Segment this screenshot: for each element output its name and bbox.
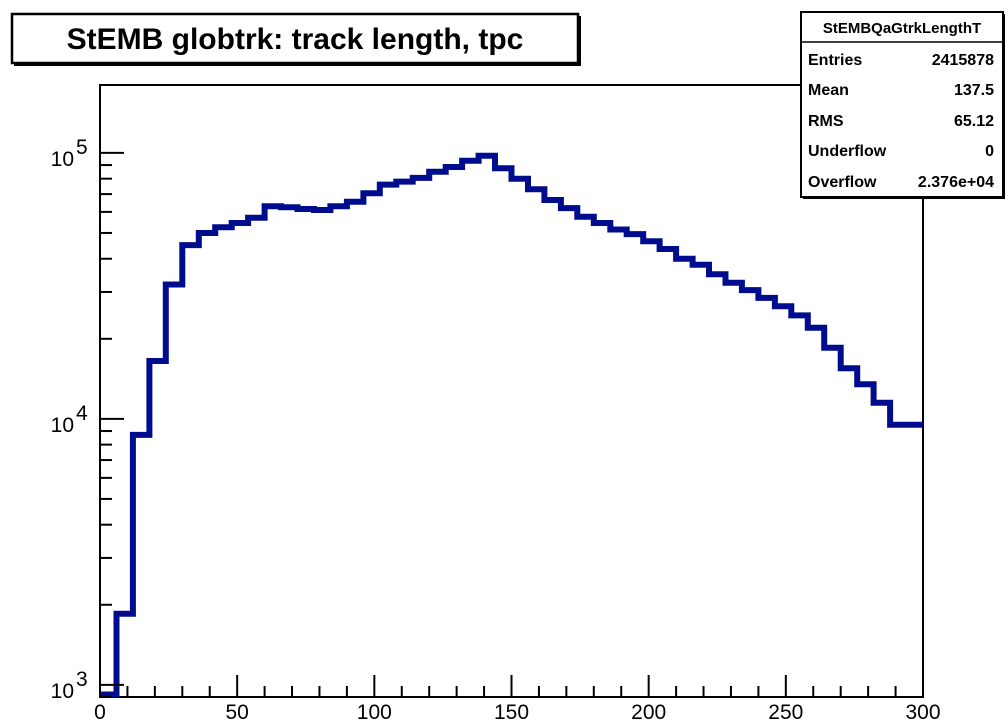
- y-axis-ticks: [100, 151, 124, 698]
- stats-frame: [800, 11, 1004, 198]
- title-shadow: [14, 63, 580, 66]
- y-tick-label-base: 10: [51, 680, 74, 703]
- stats-box: StEMBQaGtrkLengthT Entries 2415878 Mean …: [800, 11, 1005, 199]
- stats-shadow-side: [1003, 14, 1005, 199]
- stats-mean-value: 137.5: [954, 82, 994, 99]
- chart-title: StEMB globtrk: track length, tpc: [67, 23, 524, 56]
- stats-overflow-value: 2.376e+04: [918, 174, 994, 191]
- stats-histogram-name: StEMBQaGtrkLengthT: [823, 20, 981, 37]
- histogram-series-line: [100, 152, 923, 698]
- plot-frame: [99, 84, 924, 698]
- x-tick-label: 150: [494, 701, 529, 724]
- x-tick-label: 100: [357, 701, 392, 724]
- y-tick-label-exponent: 5: [76, 136, 88, 159]
- stats-underflow-label: Underflow: [808, 143, 887, 160]
- y-tick-label-exponent: 4: [76, 402, 88, 425]
- x-tick-label: 300: [905, 701, 940, 724]
- x-axis-tick-labels: 0 50 100 150 200 250 300: [94, 701, 940, 724]
- x-axis-ticks: [99, 675, 924, 697]
- title-shadow-side: [578, 16, 581, 66]
- stats-overflow-label: Overflow: [808, 174, 877, 191]
- title-frame: [10, 12, 580, 65]
- stats-rms-label: RMS: [808, 113, 844, 130]
- stats-rms-value: 65.12: [954, 113, 994, 130]
- x-tick-label: 250: [768, 701, 803, 724]
- x-tick-label: 0: [94, 701, 106, 724]
- chart-title-box: StEMB globtrk: track length, tpc: [10, 12, 581, 66]
- stats-underflow-value: 0: [985, 143, 994, 160]
- y-tick-label-base: 10: [51, 148, 74, 171]
- stats-entries-value: 2415878: [932, 52, 994, 69]
- stats-shadow: [803, 197, 1005, 199]
- y-tick-label-exponent: 3: [76, 668, 88, 691]
- x-tick-label: 200: [631, 701, 666, 724]
- y-tick-label-base: 10: [51, 414, 74, 437]
- stats-mean-label: Mean: [808, 82, 849, 99]
- stats-entries-label: Entries: [808, 52, 862, 69]
- x-tick-label: 50: [225, 701, 248, 724]
